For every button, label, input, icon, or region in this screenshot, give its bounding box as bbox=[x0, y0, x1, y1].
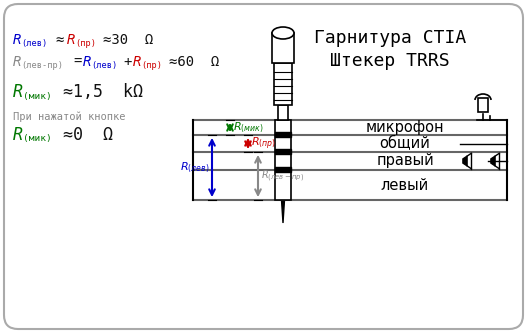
Bar bbox=[275, 149, 291, 154]
Text: R: R bbox=[83, 55, 91, 69]
Bar bbox=[272, 33, 294, 63]
Polygon shape bbox=[281, 200, 285, 223]
Text: ≈0  Ω: ≈0 Ω bbox=[63, 126, 113, 144]
Text: ≈1,5  kΩ: ≈1,5 kΩ bbox=[63, 83, 143, 101]
Bar bbox=[274, 63, 292, 105]
Text: $R_{(лев-пр)}$: $R_{(лев-пр)}$ bbox=[261, 168, 304, 184]
Text: ≈60  Ω: ≈60 Ω bbox=[169, 55, 219, 69]
Text: $R_{(лев)}$: $R_{(лев)}$ bbox=[180, 160, 209, 175]
FancyBboxPatch shape bbox=[4, 4, 523, 329]
Text: +: + bbox=[123, 55, 131, 69]
Text: правый: правый bbox=[376, 154, 434, 168]
Bar bbox=[275, 167, 291, 172]
Text: микрофон: микрофон bbox=[366, 120, 444, 135]
Text: (лев): (лев) bbox=[21, 39, 47, 48]
Ellipse shape bbox=[272, 27, 294, 39]
Text: Гарнитура CTIA: Гарнитура CTIA bbox=[314, 29, 466, 47]
Text: левый: левый bbox=[381, 177, 429, 192]
Bar bbox=[275, 120, 291, 200]
Bar bbox=[478, 98, 488, 112]
Text: Штекер TRRS: Штекер TRRS bbox=[330, 52, 450, 70]
Text: $R_{(пр)}$: $R_{(пр)}$ bbox=[251, 135, 276, 152]
Text: ≈: ≈ bbox=[55, 33, 63, 47]
Text: общий: общий bbox=[379, 136, 431, 151]
Text: R: R bbox=[13, 83, 23, 101]
Text: (пр): (пр) bbox=[141, 61, 162, 70]
Text: $R_{(мик)}$: $R_{(мик)}$ bbox=[233, 120, 264, 135]
Text: R: R bbox=[13, 55, 22, 69]
Text: R: R bbox=[133, 55, 141, 69]
Text: (лев-пр): (лев-пр) bbox=[21, 61, 63, 70]
Text: ≈30  Ω: ≈30 Ω bbox=[103, 33, 153, 47]
Text: R: R bbox=[67, 33, 75, 47]
Text: R: R bbox=[13, 33, 22, 47]
Text: R: R bbox=[13, 126, 23, 144]
Text: =: = bbox=[73, 55, 81, 69]
Polygon shape bbox=[463, 156, 467, 166]
Text: (мик): (мик) bbox=[23, 92, 52, 101]
Text: При нажатой кнопке: При нажатой кнопке bbox=[13, 112, 125, 122]
Text: (мик): (мик) bbox=[23, 135, 52, 144]
Polygon shape bbox=[491, 156, 495, 166]
Bar bbox=[275, 132, 291, 137]
Bar bbox=[278, 105, 288, 120]
Text: (лев): (лев) bbox=[91, 61, 117, 70]
Text: (пр): (пр) bbox=[75, 39, 96, 48]
